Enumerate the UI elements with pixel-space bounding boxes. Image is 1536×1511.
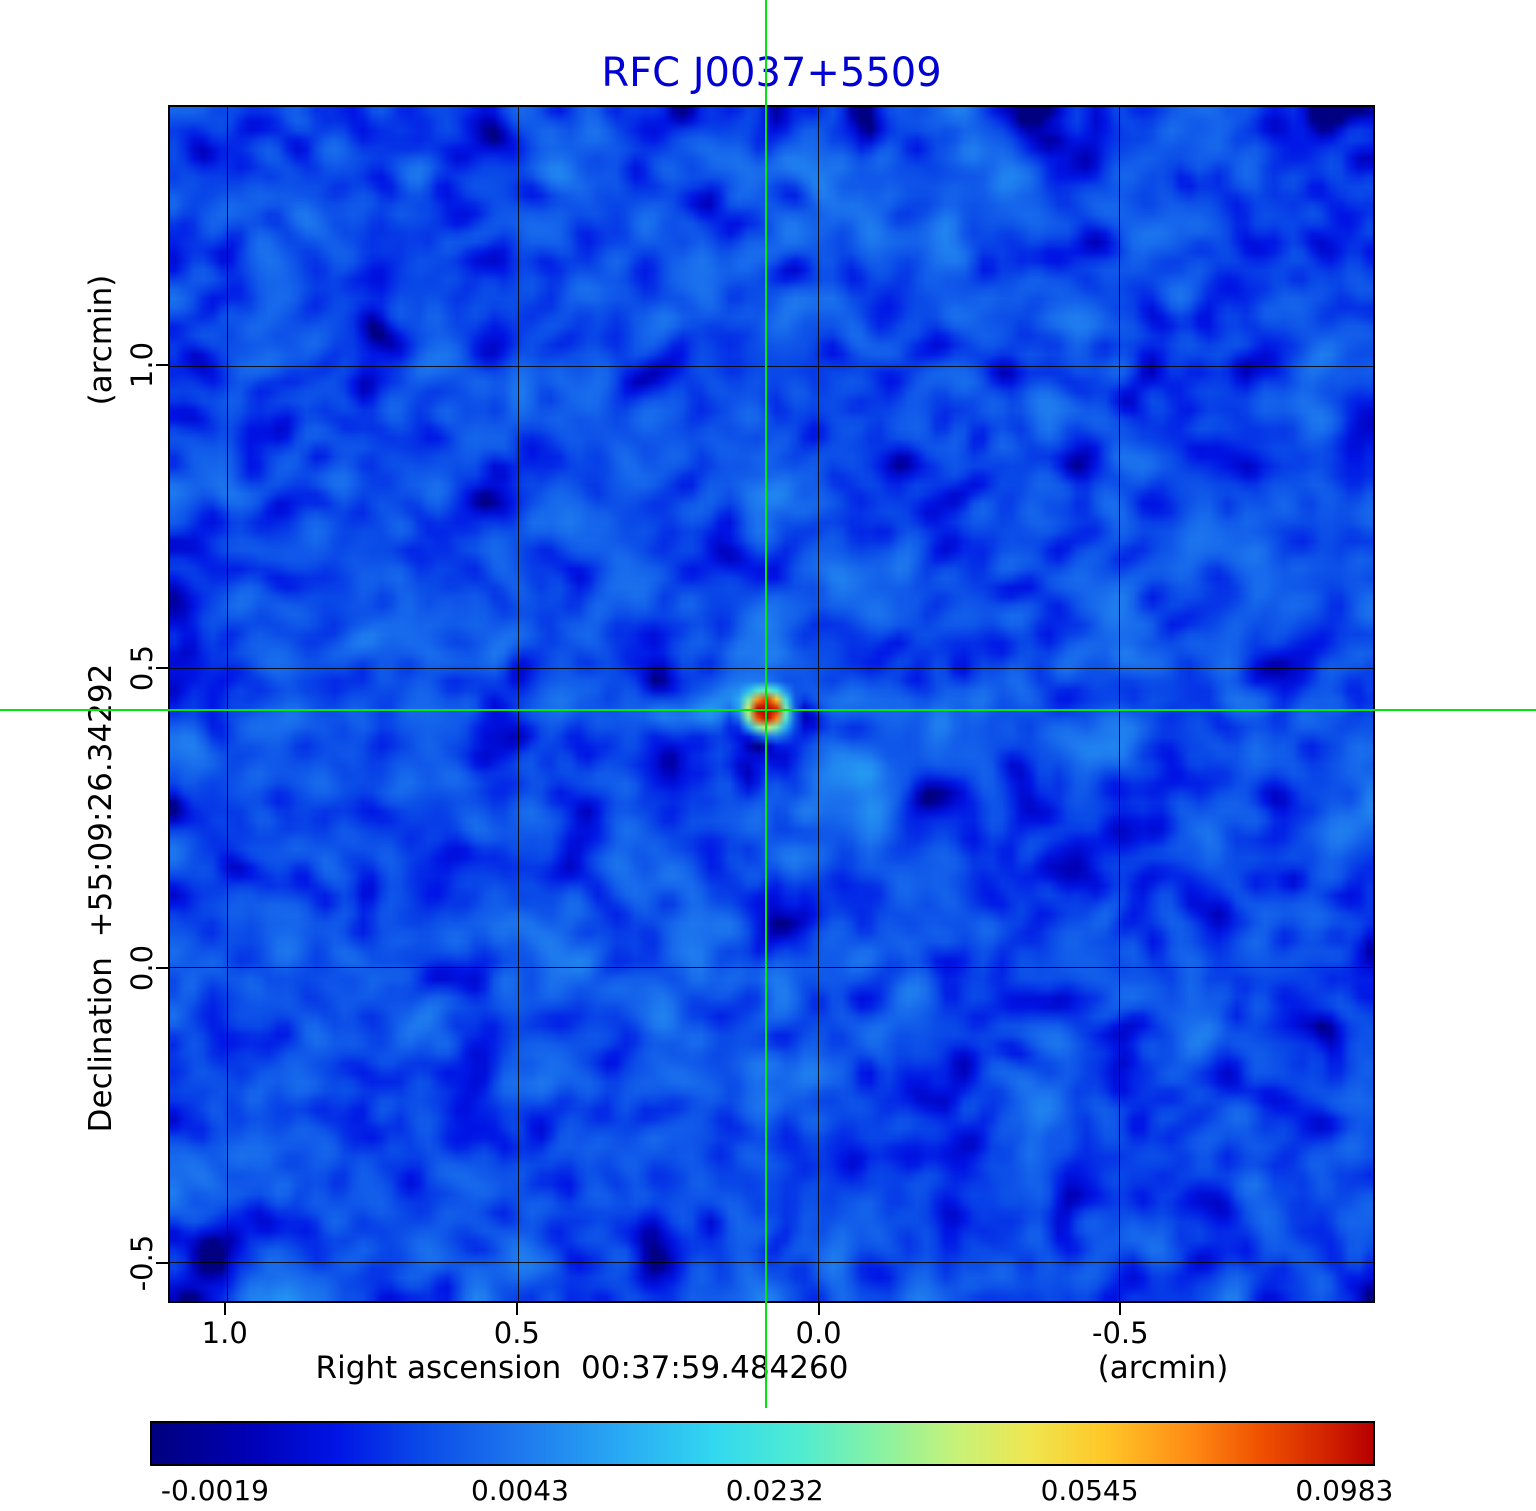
beam-indicator	[341, 1401, 376, 1407]
colorbar-tick-label: 0.0545	[1040, 1474, 1139, 1507]
colorbar-gradient	[152, 1423, 1373, 1464]
x-axis-tick	[1119, 1303, 1122, 1315]
x-axis-unit-label: (arcmin)	[1097, 1350, 1229, 1386]
colorbar-tick-label: -0.0019	[160, 1474, 269, 1507]
y-tick-label: 0.5	[125, 644, 159, 692]
x-axis-label: Right ascension 00:37:59.484260	[315, 1350, 849, 1386]
colorbar-tick-label: 0.0983	[1295, 1474, 1394, 1507]
crosshair-vertical-line	[764, 0, 767, 1408]
chart-title: RFC J0037+5509	[601, 50, 942, 96]
x-tick-label: 1.0	[201, 1316, 248, 1350]
y-axis-tick	[156, 363, 168, 366]
y-tick-label: -0.5	[125, 1235, 159, 1292]
y-tick-label: 0.0	[125, 944, 159, 991]
crosshair-horizontal-line	[0, 708, 1536, 711]
radio-map-image	[170, 107, 1373, 1301]
x-tick-label: -0.5	[1092, 1316, 1149, 1350]
y-axis-tick	[156, 1262, 168, 1265]
x-axis-tick	[223, 1303, 226, 1315]
y-tick-label: 1.0	[125, 341, 159, 389]
y-axis-tick	[156, 667, 168, 670]
x-tick-label: 0.0	[795, 1316, 842, 1350]
x-tick-label: 0.5	[493, 1316, 540, 1350]
colorbar	[150, 1421, 1375, 1466]
x-axis-tick	[817, 1303, 820, 1315]
y-axis-label: Declination +55:09:26.34292	[83, 663, 119, 1133]
colorbar-tick-label: 0.0043	[470, 1474, 569, 1507]
x-axis-tick	[515, 1303, 518, 1315]
y-axis-unit-label: (arcmin)	[83, 274, 119, 406]
sky-map-plot	[168, 105, 1375, 1407]
y-axis-tick	[156, 966, 168, 969]
colorbar-tick-label: 0.0232	[725, 1474, 824, 1507]
